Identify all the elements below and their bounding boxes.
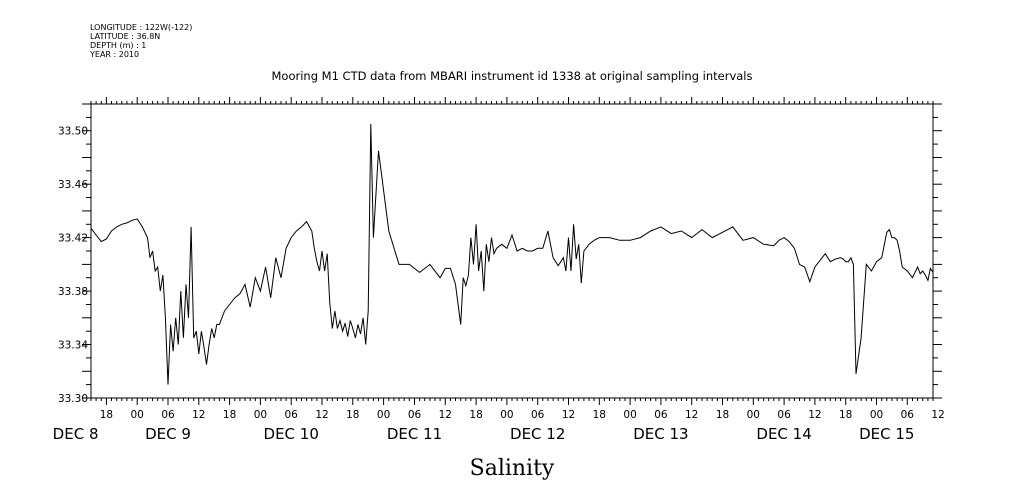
x-hour-label: 12 xyxy=(562,409,575,421)
x-hour-label: 00 xyxy=(500,409,513,421)
y-tick-label: 33.38 xyxy=(58,286,88,298)
x-day-label: DEC 10 xyxy=(264,425,319,443)
metadata-block: LONGITUDE : 122W(-122) LATITUDE : 36.8N … xyxy=(89,23,192,59)
axis-ticks xyxy=(82,97,942,405)
x-hour-label: 00 xyxy=(131,409,144,421)
x-hour-label: 06 xyxy=(161,409,175,421)
x-hour-label: 18 xyxy=(839,409,852,421)
x-day-label: DEC 8 xyxy=(53,425,99,443)
x-hour-label: 18 xyxy=(716,409,729,421)
x-day-label: DEC 15 xyxy=(859,425,914,443)
y-tick-label: 33.46 xyxy=(58,179,88,191)
x-hour-label: 06 xyxy=(531,409,545,421)
x-hour-label: 12 xyxy=(315,409,328,421)
salinity-series-line xyxy=(90,123,934,385)
x-hour-label: 18 xyxy=(100,409,113,421)
x-day-label: DEC 9 xyxy=(145,425,191,443)
x-day-label: DEC 11 xyxy=(387,425,442,443)
x-hour-label: 12 xyxy=(685,409,698,421)
x-hour-label: 12 xyxy=(931,409,944,421)
x-hour-label: 12 xyxy=(192,409,205,421)
x-day-label: DEC 14 xyxy=(756,425,811,443)
x-hour-label: 18 xyxy=(223,409,236,421)
latitude-label: LATITUDE : 36.8N xyxy=(90,32,160,41)
x-hour-label: 00 xyxy=(747,409,760,421)
y-axis-labels: 33.30 33.34 33.38 33.42 33.46 33.50 xyxy=(58,126,88,405)
x-hour-label: 00 xyxy=(623,409,636,421)
y-tick-label: 33.42 xyxy=(58,233,88,245)
x-hour-label: 06 xyxy=(777,409,791,421)
chart-title: Mooring M1 CTD data from MBARI instrumen… xyxy=(272,69,753,83)
x-hour-labels: 18 00 06 12 18 00 06 12 18 00 06 12 18 00 06 12 18 00 06 12… xyxy=(100,409,945,421)
x-hour-label: 18 xyxy=(593,409,606,421)
x-axis-label: Salinity xyxy=(470,456,555,481)
plot-frame xyxy=(90,103,934,399)
x-hour-label: 18 xyxy=(346,409,359,421)
x-hour-label: 00 xyxy=(254,409,267,421)
x-hour-label: 00 xyxy=(377,409,390,421)
y-tick-label: 33.34 xyxy=(58,340,88,352)
x-hour-label: 06 xyxy=(901,409,915,421)
x-day-label: DEC 12 xyxy=(510,425,565,443)
x-day-label: DEC 13 xyxy=(633,425,688,443)
x-hour-label: 00 xyxy=(870,409,883,421)
x-hour-label: 12 xyxy=(808,409,821,421)
x-hour-label: 06 xyxy=(654,409,668,421)
y-tick-label: 33.50 xyxy=(58,126,88,138)
depth-label: DEPTH (m) : 1 xyxy=(90,41,146,50)
x-hour-label: 06 xyxy=(408,409,422,421)
longitude-label: LONGITUDE : 122W(-122) xyxy=(90,23,192,32)
x-hour-label: 06 xyxy=(285,409,299,421)
x-day-labels: DEC 8 DEC 9 DEC 10 DEC 11 DEC 12 DEC 13 DEC 14… xyxy=(53,425,915,443)
x-hour-label: 18 xyxy=(469,409,482,421)
year-label: YEAR : 2010 xyxy=(89,50,139,59)
x-hour-label: 12 xyxy=(439,409,452,421)
y-tick-label: 33.30 xyxy=(58,393,88,405)
